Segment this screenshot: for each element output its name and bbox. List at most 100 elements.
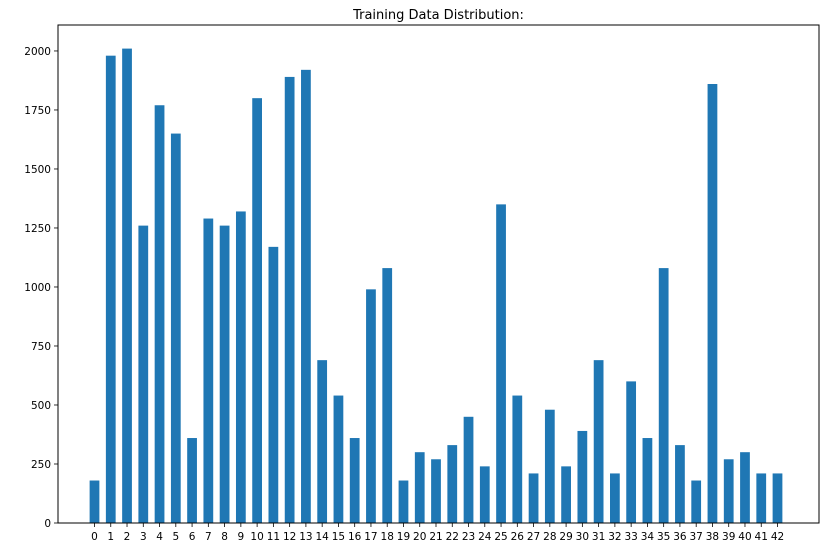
bar-29 (561, 466, 571, 523)
x-tick-label: 41 (755, 531, 768, 543)
bar-8 (219, 225, 230, 523)
bar-17 (366, 289, 376, 523)
x-tick-label: 4 (156, 531, 163, 543)
x-tick-label: 5 (172, 531, 179, 543)
bar-42 (772, 473, 783, 523)
y-tick-label: 1750 (24, 105, 51, 117)
bar-26 (512, 395, 523, 523)
bar-31 (593, 360, 604, 523)
bar-6 (187, 438, 197, 523)
x-tick-label: 18 (381, 531, 394, 543)
x-tick-label: 31 (592, 531, 605, 543)
bar-13 (301, 69, 311, 523)
bar-16 (349, 438, 360, 523)
bar-20 (414, 452, 425, 523)
bar-12 (284, 76, 295, 524)
x-tick-label: 27 (527, 531, 540, 543)
bar-41 (756, 473, 767, 523)
x-tick-label: 2 (124, 531, 131, 543)
x-tick-label: 12 (283, 531, 296, 543)
bar-7 (203, 218, 214, 524)
bar-35 (658, 268, 669, 523)
y-axis: 0 250 500 750 1000 1250 1500 1750 2000 (24, 46, 58, 530)
bar-40 (740, 452, 750, 523)
bar-3 (138, 225, 149, 523)
x-tick-label: 17 (364, 531, 377, 543)
x-tick-label: 20 (413, 531, 426, 543)
bar-37 (691, 480, 702, 523)
x-tick-label: 11 (267, 531, 280, 543)
x-tick-label: 0 (91, 531, 98, 543)
bar-0 (89, 480, 100, 523)
bar-36 (675, 445, 685, 523)
x-tick-label: 14 (315, 531, 329, 543)
x-tick-label: 3 (140, 531, 147, 543)
x-tick-label: 9 (238, 531, 245, 543)
x-tick-label: 40 (738, 531, 751, 543)
y-tick-label: 1250 (24, 223, 51, 235)
bar-22 (447, 445, 458, 523)
bar-25 (496, 204, 506, 523)
x-tick-label: 38 (706, 531, 719, 543)
bar-15 (333, 395, 344, 523)
chart-title: Training Data Distribution: (352, 8, 524, 23)
bar-23 (463, 416, 474, 523)
bar-11 (268, 246, 279, 524)
x-tick-label: 30 (576, 531, 589, 543)
y-tick-label: 1000 (24, 282, 51, 294)
bar-9 (235, 211, 246, 523)
bar-30 (577, 430, 588, 523)
bar-1 (105, 55, 116, 524)
x-axis: 0 1 2 3 4 5 6 7 8 9 10 11 12 13 14 15 16 17 18 19 20 21 22 23 24… (91, 523, 784, 543)
x-tick-label: 21 (429, 531, 442, 543)
x-tick-label: 36 (673, 531, 687, 543)
x-tick-label: 35 (657, 531, 670, 543)
x-tick-label: 26 (511, 531, 525, 543)
bar-14 (317, 360, 328, 523)
bar-38 (707, 84, 718, 523)
x-tick-label: 10 (250, 531, 263, 543)
x-tick-label: 28 (543, 531, 556, 543)
bar-27 (528, 473, 539, 523)
x-tick-label: 1 (107, 531, 114, 543)
x-tick-label: 32 (608, 531, 621, 543)
x-tick-label: 33 (624, 531, 637, 543)
x-tick-label: 24 (478, 531, 492, 543)
x-tick-label: 23 (462, 531, 475, 543)
x-tick-label: 8 (221, 531, 228, 543)
x-tick-label: 16 (348, 531, 362, 543)
bars-group (89, 48, 783, 524)
x-tick-label: 19 (397, 531, 410, 543)
y-tick-label: 0 (44, 518, 51, 530)
bar-2 (122, 48, 132, 523)
x-tick-label: 7 (205, 531, 212, 543)
x-tick-label: 42 (771, 531, 784, 543)
x-tick-label: 39 (722, 531, 735, 543)
plot-frame (57, 24, 820, 524)
bar-33 (626, 381, 637, 523)
y-tick-label: 750 (31, 341, 51, 353)
bar-34 (642, 438, 653, 523)
x-tick-label: 13 (299, 531, 312, 543)
y-tick-label: 250 (31, 459, 51, 471)
x-tick-label: 6 (189, 531, 196, 543)
y-tick-label: 1500 (24, 164, 51, 176)
x-tick-label: 15 (332, 531, 345, 543)
y-tick-label: 500 (31, 400, 51, 412)
x-tick-label: 29 (559, 531, 572, 543)
bar-5 (170, 133, 181, 523)
x-tick-label: 37 (690, 531, 703, 543)
x-tick-label: 34 (641, 531, 655, 543)
x-tick-label: 22 (446, 531, 459, 543)
bar-39 (723, 459, 734, 523)
bar-28 (544, 409, 555, 523)
bar-19 (398, 480, 409, 523)
bar-24 (479, 466, 490, 523)
x-tick-label: 25 (494, 531, 507, 543)
bar-10 (252, 98, 262, 524)
bar-4 (154, 105, 165, 523)
y-tick-label: 2000 (24, 46, 51, 58)
bar-18 (382, 268, 393, 523)
